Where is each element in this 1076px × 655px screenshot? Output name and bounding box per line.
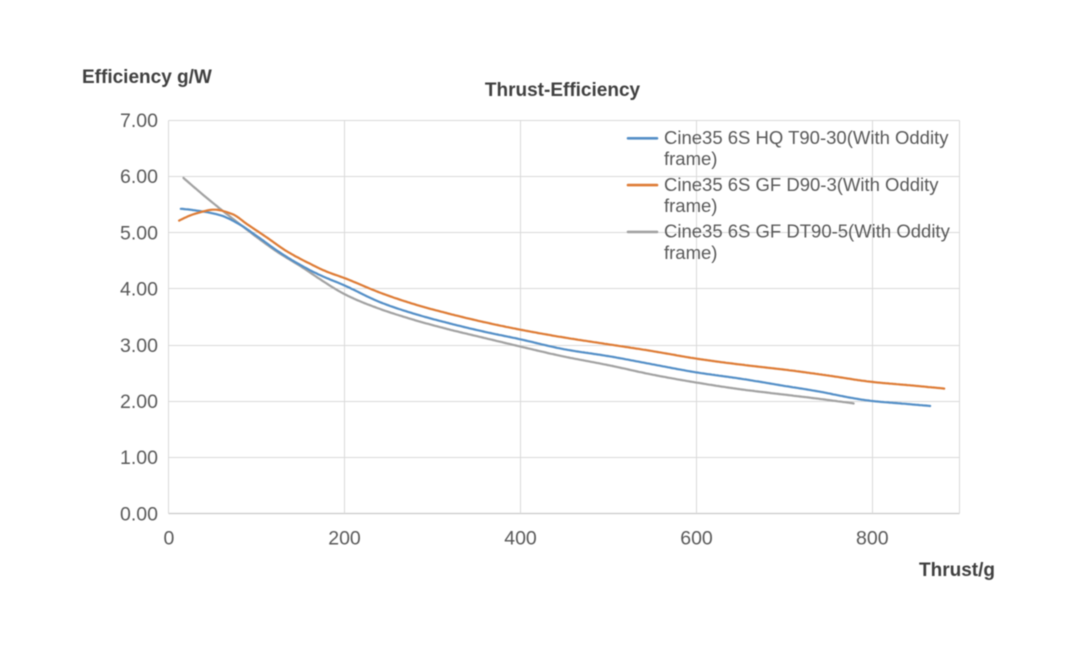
svg-text:4.00: 4.00 <box>120 279 158 301</box>
svg-text:frame): frame) <box>664 148 717 169</box>
svg-text:800: 800 <box>856 528 889 550</box>
svg-text:frame): frame) <box>664 242 717 263</box>
svg-text:Cine35 6S GF DT90-5(With Oddit: Cine35 6S GF DT90-5(With Oddity <box>664 221 951 242</box>
svg-text:frame): frame) <box>664 195 717 216</box>
svg-text:Cine35 6S GF D90-3(With Oddity: Cine35 6S GF D90-3(With Oddity <box>664 174 939 195</box>
svg-text:3.00: 3.00 <box>120 335 158 357</box>
svg-text:1.00: 1.00 <box>120 447 158 469</box>
svg-text:Efficiency g/W: Efficiency g/W <box>82 67 212 88</box>
svg-text:Cine35 6S HQ T90-30(With Oddit: Cine35 6S HQ T90-30(With Oddity <box>664 127 949 148</box>
svg-text:400: 400 <box>504 528 537 550</box>
svg-text:2.00: 2.00 <box>120 391 158 413</box>
svg-text:600: 600 <box>680 528 713 550</box>
svg-text:5.00: 5.00 <box>120 222 158 244</box>
svg-text:6.00: 6.00 <box>120 166 158 188</box>
svg-text:Thrust/g: Thrust/g <box>919 560 995 581</box>
svg-text:0.00: 0.00 <box>120 503 158 525</box>
svg-text:200: 200 <box>328 528 361 550</box>
svg-text:7.00: 7.00 <box>120 110 158 132</box>
svg-text:Thrust-Efficiency: Thrust-Efficiency <box>485 80 641 101</box>
svg-text:0: 0 <box>163 528 174 550</box>
